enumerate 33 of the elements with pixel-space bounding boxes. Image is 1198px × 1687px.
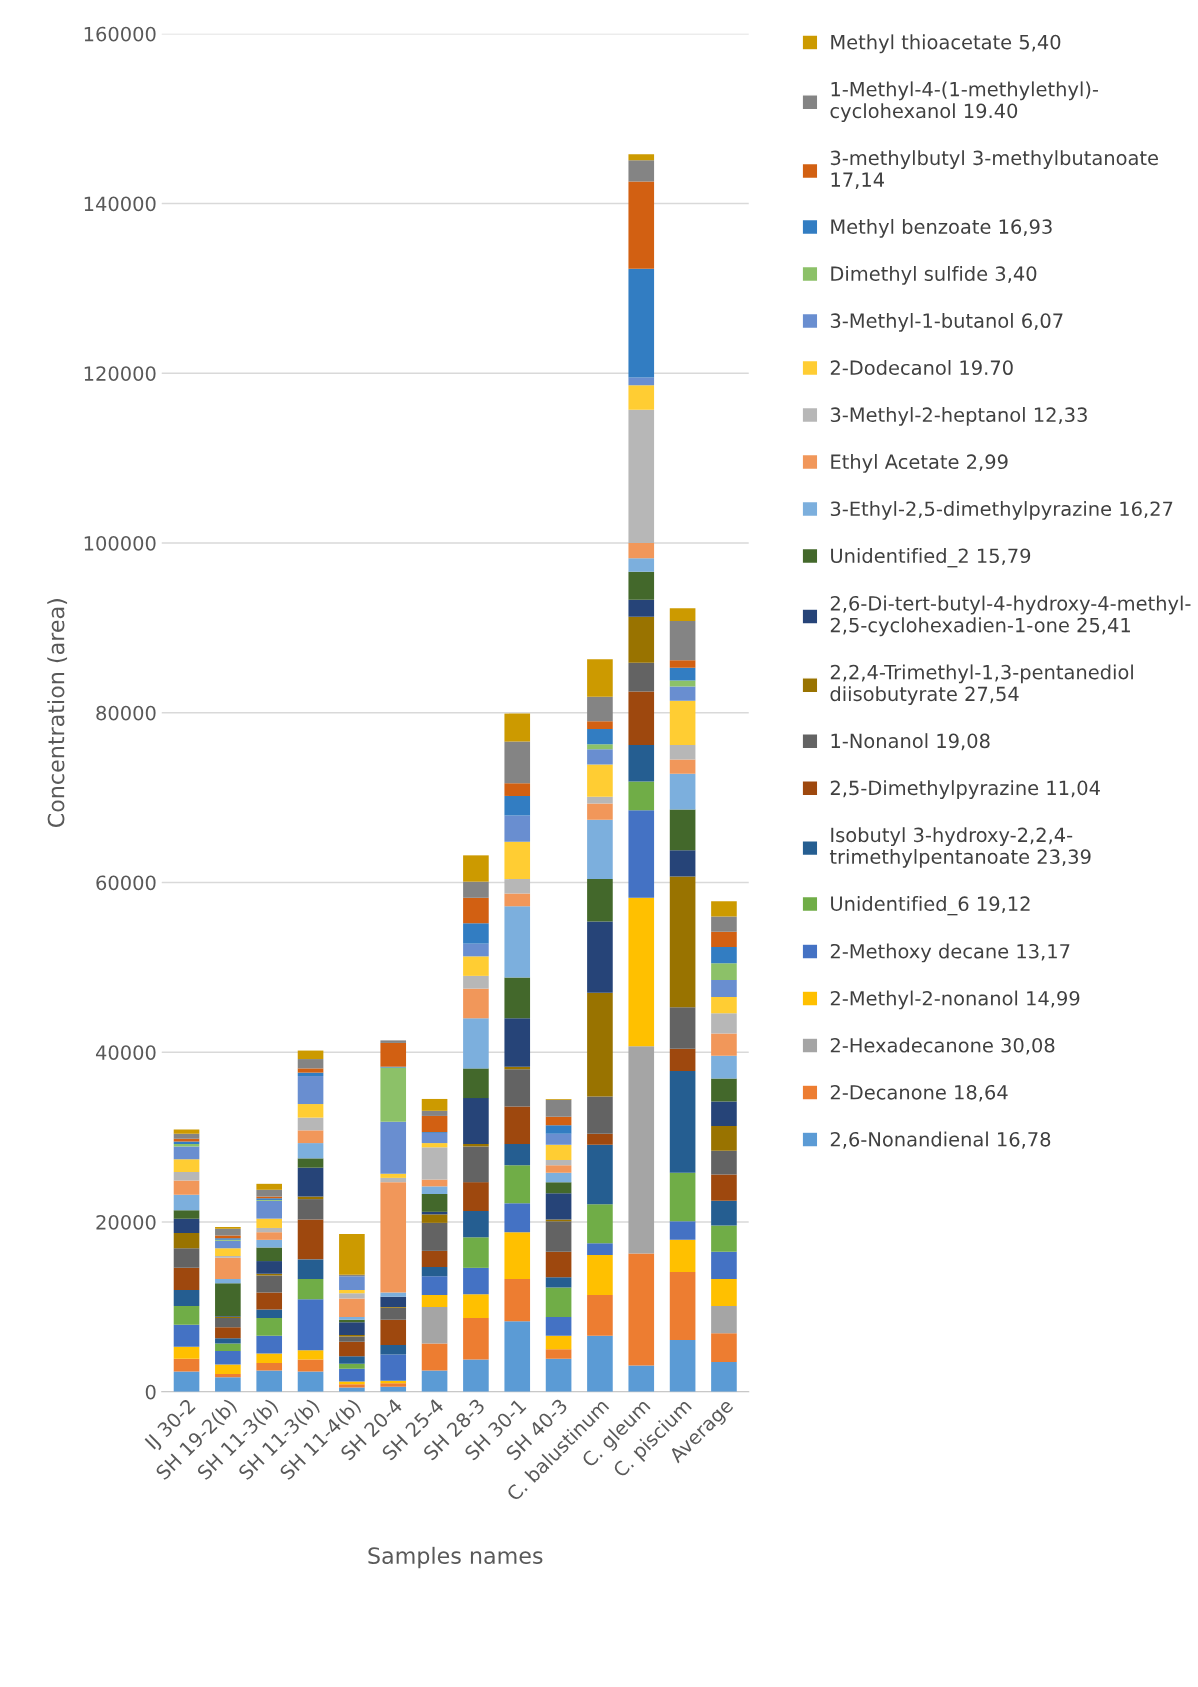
legend-label: 2,5-Dimethylpyrazine 11,04 bbox=[830, 780, 1100, 800]
y-tick-label: 160000 bbox=[84, 26, 156, 42]
legend-label: Methyl thioacetate 5,40 bbox=[831, 34, 1061, 54]
legend-label: 2-Decanone 18,64 bbox=[830, 1084, 1008, 1102]
legend-label: 3-Ethyl-2,5-dimethylpyrazine 16,27 bbox=[830, 501, 1173, 520]
legend-label: 2,2,4-Trimethyl-1,3-pentanediol diisobutyrate 27,54 bbox=[830, 664, 1133, 705]
legend-label: 2-Dodecanol 19.70 bbox=[830, 360, 1013, 376]
y-tick-label: 0 bbox=[145, 1384, 156, 1400]
legend-label: Unidentified_2 15,79 bbox=[831, 548, 1031, 568]
legend-label: Dimethyl sulfide 3,40 bbox=[831, 265, 1037, 285]
legend-label: 3-Methyl-2-heptanol 12,33 bbox=[830, 407, 1087, 426]
legend-label: 3-methylbutyl 3-methylbutanoate 17,14 bbox=[830, 150, 1158, 189]
x-axis-title: Samples names bbox=[368, 1546, 543, 1569]
y-tick-label: 120000 bbox=[84, 366, 156, 381]
y-tick-label: 60000 bbox=[96, 875, 156, 891]
legend-label: Methyl benzoate 16,93 bbox=[831, 218, 1052, 238]
legend-label: 1-Nonanol 19,08 bbox=[831, 733, 990, 751]
y-tick-label: 80000 bbox=[96, 705, 156, 721]
y-tick-label: 20000 bbox=[96, 1214, 156, 1230]
legend-label: 2,6-Di-tert-butyl-4-hydroxy-4-methyl- 2,5-cyclohexadien-1-one 25,41 bbox=[830, 595, 1191, 637]
legend-label: Unidentified_6 19,12 bbox=[831, 895, 1030, 916]
y-tick-label: 140000 bbox=[84, 196, 156, 212]
y-tick-label: 100000 bbox=[84, 535, 156, 551]
legend-label: Isobutyl 3-hydroxy-2,2,4- trimethylpentanoate 23,39 bbox=[829, 827, 1091, 868]
legend-label: 2-Hexadecanone 30,08 bbox=[830, 1037, 1055, 1055]
legend-label: 2-Methoxy decane 13,17 bbox=[830, 943, 1070, 963]
y-tick-label: 40000 bbox=[95, 1045, 156, 1060]
y-axis-title: Concentration (area) bbox=[47, 599, 68, 828]
legend-label: Ethyl Acetate 2,99 bbox=[831, 454, 1008, 473]
legend-label: 2-Methyl-2-nonanol 14,99 bbox=[830, 990, 1080, 1010]
legend-label: 1-Methyl-4-(1-methylethyl)- cyclohexanol 19.40 bbox=[830, 81, 1099, 122]
legend-label: 2,6-Nonandienal 16,78 bbox=[830, 1131, 1051, 1149]
legend-label: 3-Methyl-1-butanol 6,07 bbox=[830, 312, 1063, 332]
